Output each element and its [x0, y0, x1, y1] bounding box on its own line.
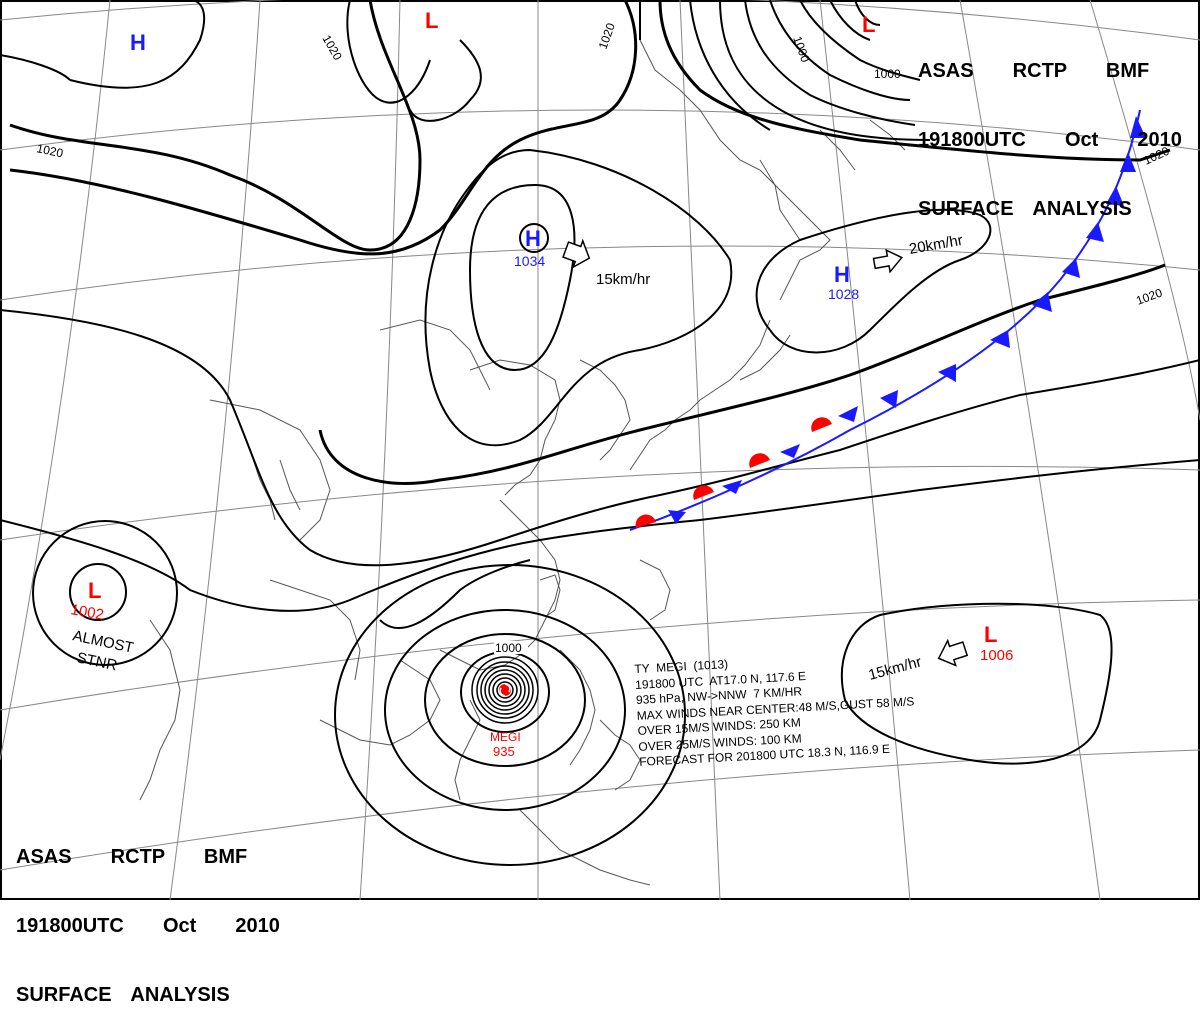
isobar-label: 1020: [35, 141, 64, 160]
coastlines: [139, 39, 906, 886]
high-center-symbol: H: [834, 262, 850, 287]
movement-arrow-icon: [937, 638, 969, 667]
typhoon-symbol: MEGI 935: [490, 683, 521, 759]
warm-front-semicircles: [635, 417, 832, 528]
isobar-label: 1000: [874, 67, 901, 81]
title-line: ASAS RCTP BMF: [16, 846, 248, 868]
title-line: ASAS RCTP BMF: [918, 60, 1150, 82]
typhoon-info-block: TY MEGI (1013) 191800 UTC AT17.0 N, 117.…: [634, 647, 917, 770]
high-center-symbol: H: [525, 226, 541, 251]
title-line: 191800UTC Oct 2010: [16, 915, 280, 937]
stationary-front: [629, 109, 1146, 531]
pressure-value: 1002: [69, 601, 105, 624]
typhoon-pressure: 935: [493, 744, 515, 759]
weather-map: 1020 1020 1020 1000 1000 1020 1020 1000 …: [0, 0, 1200, 900]
low-center-symbol: L: [862, 12, 875, 37]
low-center-symbol: L: [984, 622, 997, 647]
pressure-value: 1034: [514, 253, 545, 269]
movement-arrows: [562, 238, 969, 667]
low-center-symbol: L: [88, 578, 101, 603]
isobar-label: 1000: [495, 641, 522, 655]
movement-speed: 15km/hr: [596, 271, 650, 288]
pressure-value: 1006: [980, 647, 1013, 664]
pressure-value: 1028: [828, 286, 859, 302]
title-line: SURFACE ANALYSIS: [918, 198, 1132, 220]
title-line: 191800UTC Oct 2010: [918, 129, 1182, 151]
typhoon-name: MEGI: [490, 730, 521, 744]
title-line: SURFACE ANALYSIS: [16, 984, 230, 1006]
movement-arrow-icon: [562, 238, 591, 269]
isobar-label-bg: [494, 641, 528, 654]
title-block-top-right: ASAS RCTP BMF 191800UTC Oct 2010 SURFACE…: [918, 14, 1182, 244]
isobars: [0, 0, 1200, 866]
title-block-bottom-left: ASAS RCTP BMF 191800UTC Oct 2010 SURFACE…: [16, 800, 280, 1030]
pressure-centers: H L L H 1034 H 1028 L 1002 L 1006: [69, 8, 1013, 664]
low-center-symbol: L: [425, 8, 438, 33]
typhoon-icon: [499, 684, 511, 696]
high-center-ring: [519, 223, 549, 253]
movement-arrow-icon: [872, 248, 903, 274]
high-center-symbol: H: [130, 30, 146, 55]
map-border: [0, 0, 1200, 900]
cold-front-triangles: [668, 116, 1146, 524]
